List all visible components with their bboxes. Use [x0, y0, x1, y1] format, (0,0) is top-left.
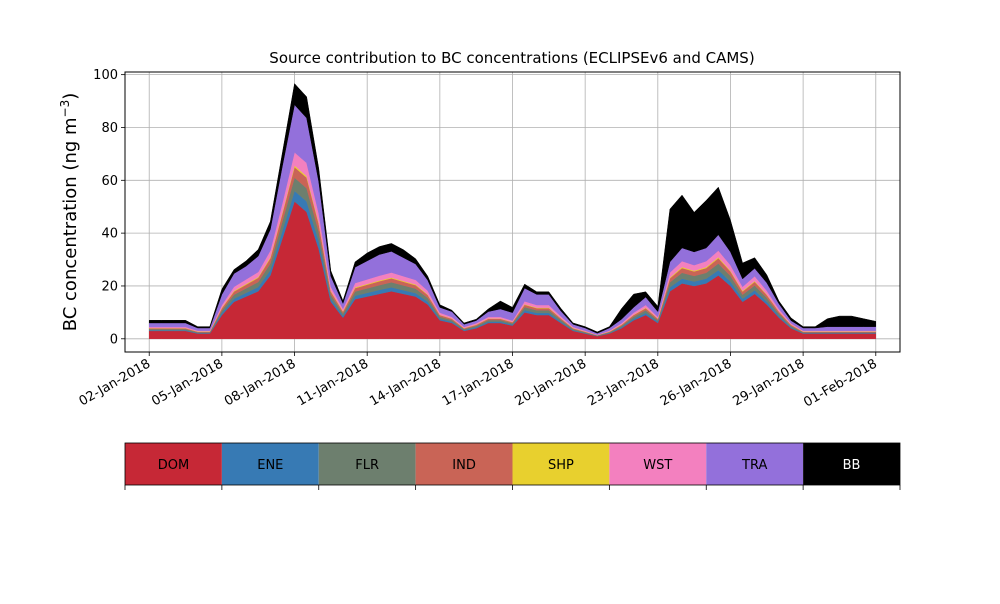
x-tick-label: 26-Jan-2018: [658, 356, 735, 409]
legend-colorbar: DOM ENE FLR IND SHP WST TRA BB: [124, 442, 901, 490]
legend-label-tra: TRA: [741, 458, 767, 473]
y-axis-label: BC concentration (ng m−3): [58, 93, 81, 332]
legend-label-shp: SHP: [548, 458, 574, 473]
legend-swatch-tra: [706, 443, 804, 485]
x-tick-label: 08-Jan-2018: [222, 356, 299, 409]
x-tick-label: 01-Feb-2018: [801, 356, 880, 410]
x-tick-label: 14-Jan-2018: [367, 356, 444, 409]
x-tick-label: 17-Jan-2018: [440, 356, 517, 409]
x-tick-label: 05-Jan-2018: [149, 356, 226, 409]
y-axis-ticks: 0 20 40 60 80 100: [93, 68, 125, 347]
y-tick-label: 100: [93, 68, 118, 83]
y-axis-label-close: ): [60, 93, 81, 100]
legend-swatch-wst: [609, 443, 707, 485]
x-tick-label: 02-Jan-2018: [77, 356, 154, 409]
y-tick-label: 20: [101, 279, 118, 294]
y-tick-label: 80: [101, 121, 118, 136]
area-bb: [148, 83, 877, 334]
chart-title: Source contribution to BC concentrations…: [269, 49, 754, 67]
y-tick-label: 0: [110, 332, 118, 347]
legend-label-flr: FLR: [355, 458, 379, 473]
legend-swatch-dom: [125, 443, 222, 485]
y-axis-label-main: BC concentration (ng m: [60, 117, 81, 331]
stacked-areas: [148, 83, 877, 340]
y-tick-label: 60: [101, 174, 118, 189]
legend-label-wst: WST: [643, 458, 672, 473]
legend-label-dom: DOM: [158, 458, 189, 473]
legend-swatch-ene: [221, 443, 319, 485]
legend-swatch-bb: [803, 443, 900, 485]
legend-swatch-shp: [512, 443, 610, 485]
x-tick-label: 11-Jan-2018: [295, 356, 372, 409]
legend-label-ene: ENE: [257, 458, 283, 473]
x-tick-label: 23-Jan-2018: [585, 356, 662, 409]
legend-label-bb: BB: [843, 458, 861, 473]
legend-swatch-ind: [415, 443, 513, 485]
y-tick-label: 40: [101, 227, 118, 242]
legend-swatch-flr: [318, 443, 416, 485]
y-axis-label-exponent: −3: [58, 100, 72, 118]
x-tick-label: 29-Jan-2018: [731, 356, 808, 409]
x-tick-label: 20-Jan-2018: [513, 356, 590, 409]
x-axis-ticks: 02-Jan-201805-Jan-201808-Jan-201811-Jan-…: [77, 352, 880, 410]
legend-label-ind: IND: [452, 458, 476, 473]
